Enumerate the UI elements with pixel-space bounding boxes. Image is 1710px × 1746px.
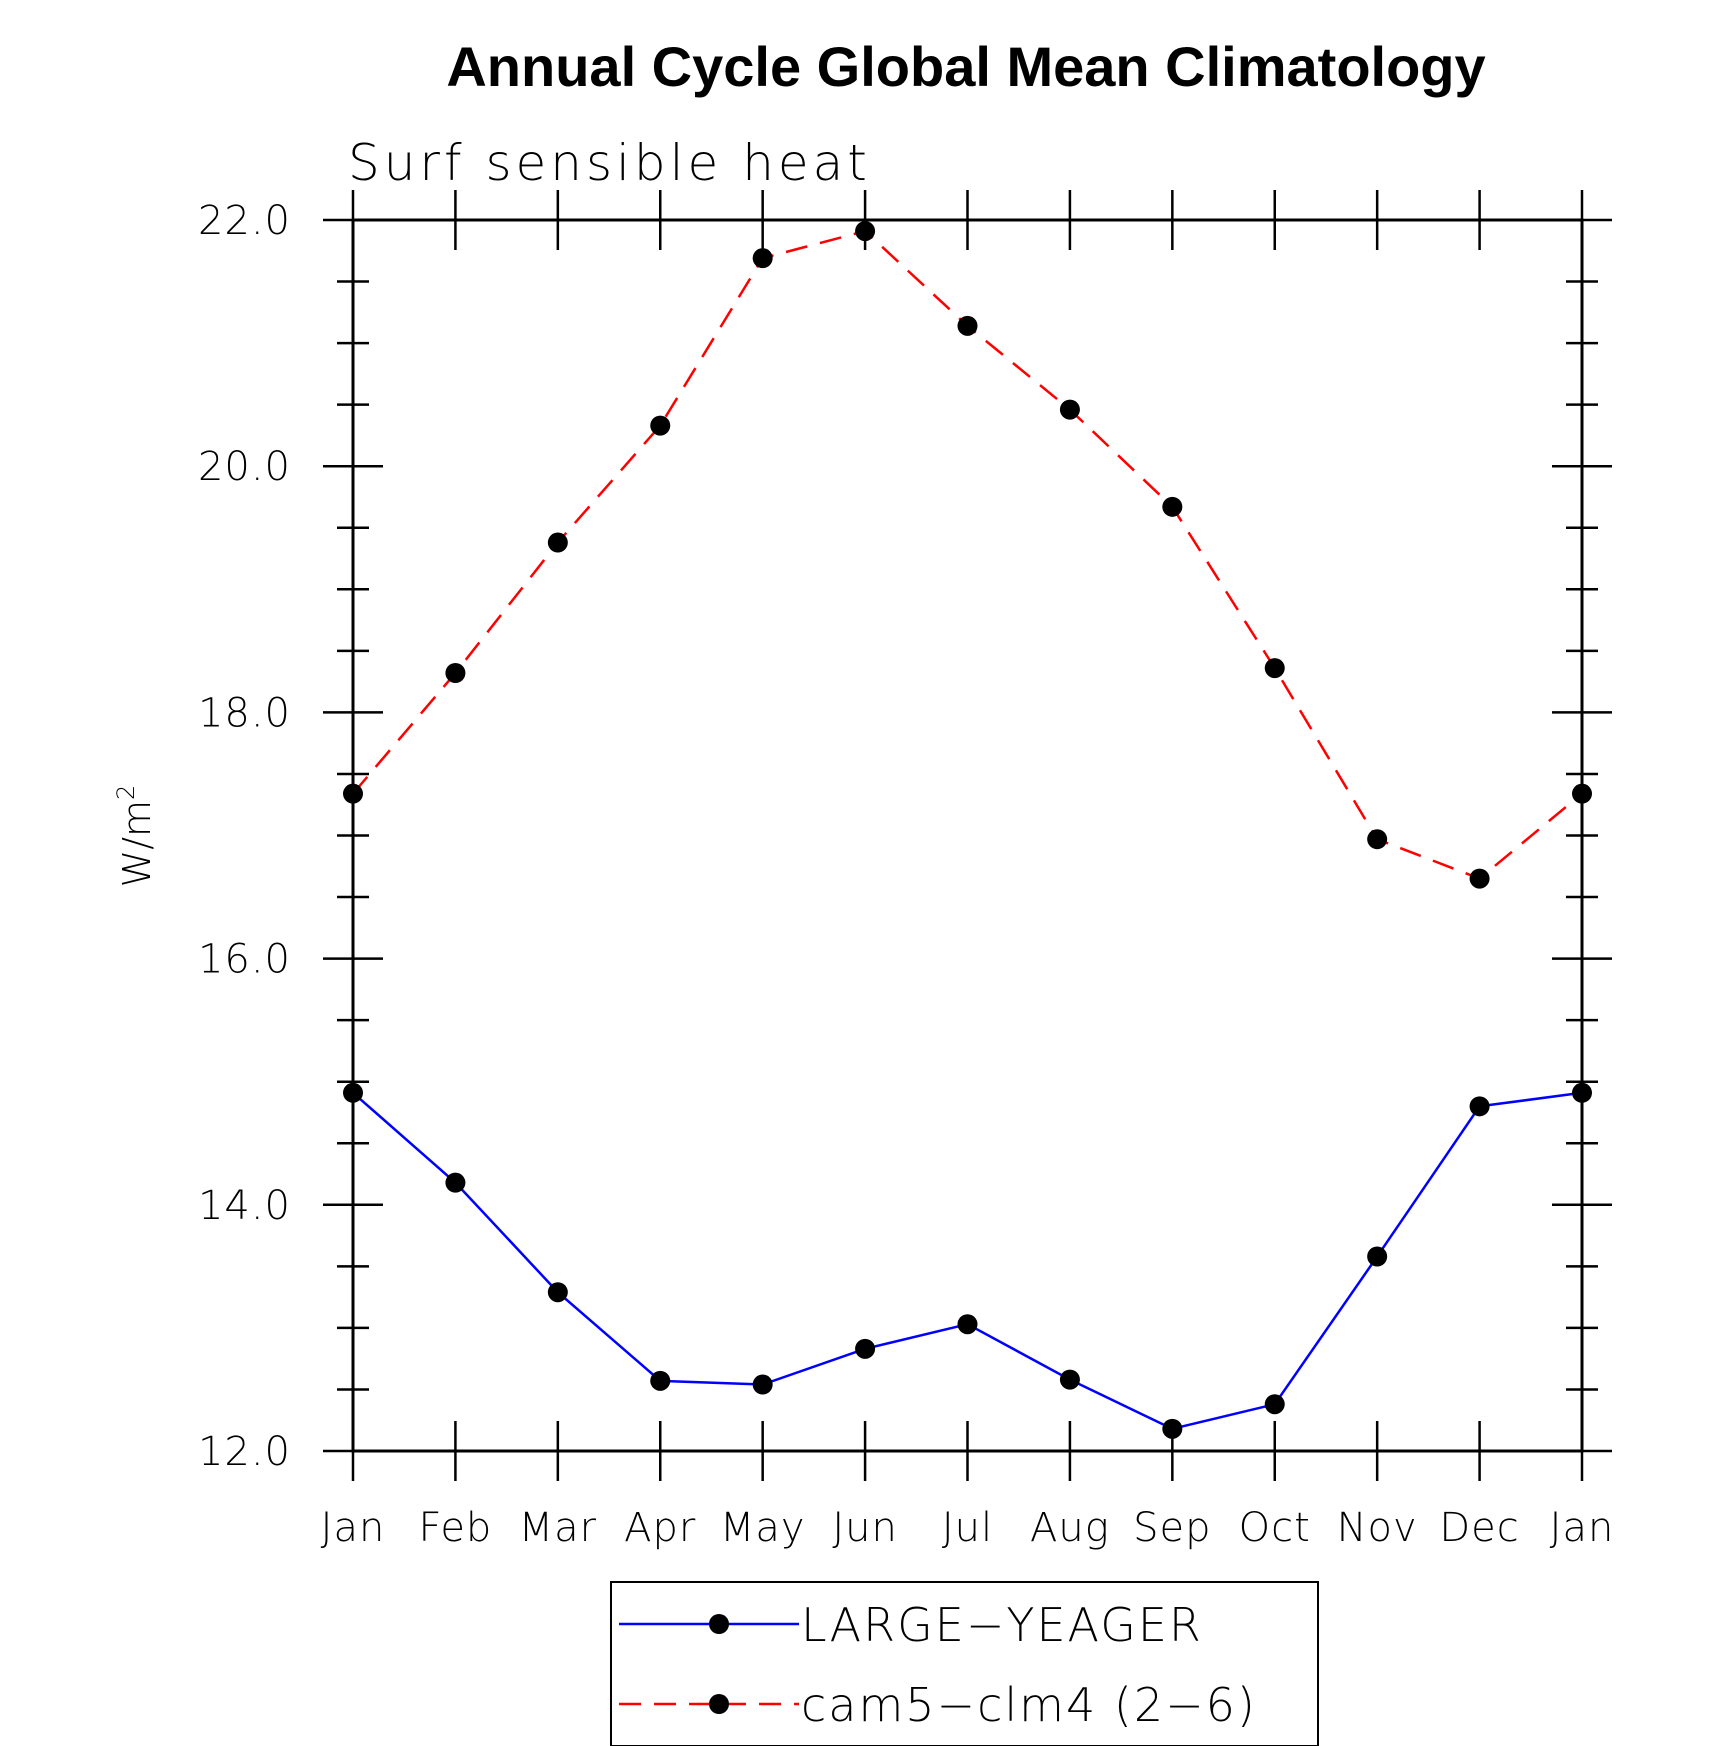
data-point bbox=[1264, 658, 1285, 679]
data-point bbox=[957, 315, 978, 336]
x-tick-label: Sep bbox=[1133, 1505, 1211, 1551]
data-point bbox=[547, 1282, 568, 1303]
x-tick-label: Apr bbox=[624, 1505, 696, 1551]
data-point bbox=[1469, 1096, 1490, 1117]
data-point bbox=[445, 663, 466, 684]
data-point bbox=[1572, 1082, 1592, 1103]
data-point bbox=[752, 248, 773, 269]
y-axis-label-superscript: 2 bbox=[112, 785, 140, 800]
series-layer bbox=[343, 221, 1592, 1439]
legend: LARGE−YEAGER cam5−clm4 (2−6) bbox=[610, 1581, 1319, 1746]
data-point bbox=[1162, 1418, 1183, 1439]
series-1 bbox=[343, 221, 1592, 889]
data-point bbox=[1367, 829, 1388, 850]
data-point bbox=[1059, 1369, 1080, 1390]
y-axis-label: W/m2 bbox=[112, 785, 159, 888]
x-tick-label: May bbox=[720, 1505, 806, 1551]
data-point bbox=[752, 1374, 773, 1395]
data-point bbox=[650, 1370, 671, 1391]
x-tick-label: Nov bbox=[1337, 1505, 1418, 1551]
data-point bbox=[1264, 1394, 1285, 1415]
legend-label: LARGE−YEAGER bbox=[801, 1598, 1203, 1652]
y-axis-label-text: W/m bbox=[115, 800, 159, 887]
series-0 bbox=[343, 1082, 1592, 1439]
legend-marker bbox=[709, 1694, 729, 1714]
axes: 12.0 14.0 16.0 18.0 20.0 22.0 Jan Feb Mar Apr May J… bbox=[198, 190, 1615, 1551]
legend-label: cam5−clm4 (2−6) bbox=[801, 1678, 1257, 1732]
x-tick-label: Feb bbox=[419, 1505, 493, 1551]
y-tick-label: 12.0 bbox=[198, 1429, 291, 1475]
x-tick-label: Mar bbox=[519, 1505, 597, 1551]
legend-marker bbox=[709, 1614, 729, 1634]
data-point bbox=[855, 1338, 876, 1359]
series-line bbox=[352, 1091, 1583, 1431]
x-tick-label: Jun bbox=[832, 1505, 898, 1551]
x-tick-label: Dec bbox=[1439, 1505, 1519, 1551]
chart-title: Annual Cycle Global Mean Climatology bbox=[446, 35, 1485, 98]
data-point bbox=[343, 1082, 363, 1103]
y-tick-label: 16.0 bbox=[198, 937, 291, 983]
data-point bbox=[343, 783, 363, 804]
data-point bbox=[1059, 399, 1080, 420]
data-point bbox=[855, 221, 876, 242]
y-tick-label: 22.0 bbox=[198, 198, 291, 244]
data-point bbox=[547, 532, 568, 553]
x-tick-label: Jan bbox=[321, 1505, 386, 1551]
plot-frame bbox=[351, 218, 1584, 1453]
y-tick-label: 18.0 bbox=[198, 690, 291, 736]
data-point bbox=[1162, 496, 1183, 517]
data-point bbox=[1367, 1246, 1388, 1267]
legend-box bbox=[610, 1581, 1319, 1746]
data-point bbox=[957, 1314, 978, 1335]
data-point bbox=[1572, 783, 1592, 804]
x-tick-label: Jan bbox=[1550, 1505, 1615, 1551]
data-point bbox=[445, 1172, 466, 1193]
data-point bbox=[1469, 868, 1490, 889]
x-tick-label: Jul bbox=[942, 1505, 993, 1551]
data-point bbox=[650, 415, 671, 436]
x-tick-label: Aug bbox=[1030, 1505, 1110, 1551]
x-tick-label: Oct bbox=[1239, 1505, 1311, 1551]
y-tick-label: 14.0 bbox=[198, 1183, 291, 1229]
y-tick-label: 20.0 bbox=[198, 444, 291, 490]
chart-subtitle: Surf sensible heat bbox=[348, 134, 871, 192]
